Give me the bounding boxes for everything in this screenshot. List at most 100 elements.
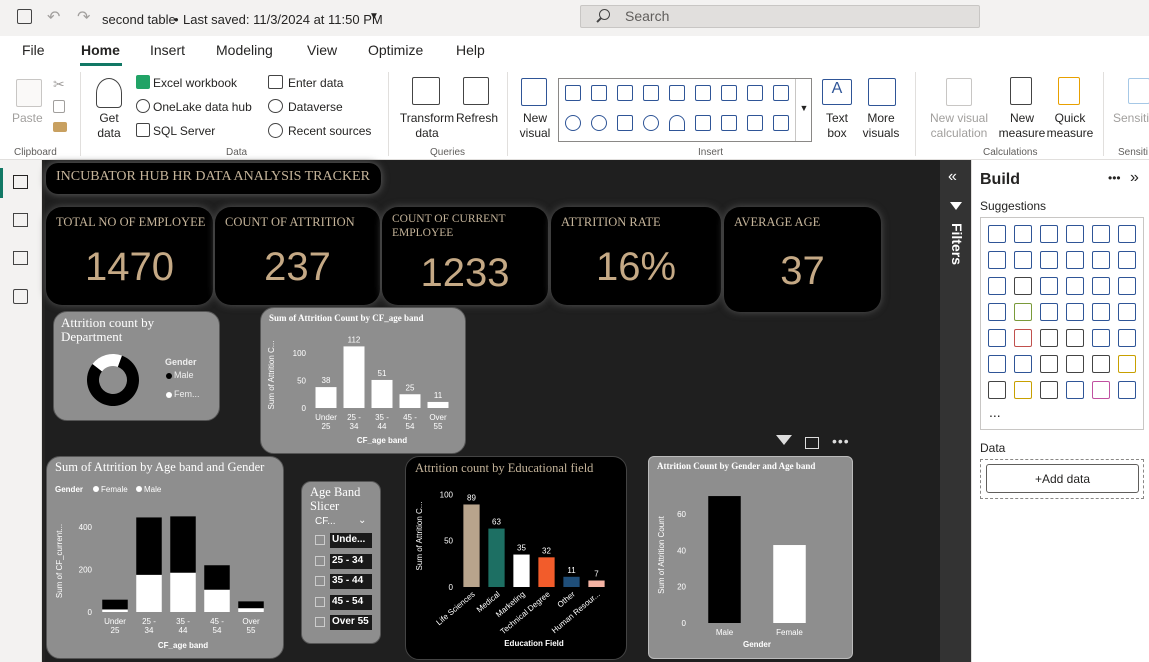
more-suggestions-text[interactable]: ... (989, 404, 1001, 420)
model-view-icon[interactable] (13, 251, 28, 265)
attrition-by-gender-visual[interactable] (648, 456, 853, 659)
clustered-bar-icon[interactable] (617, 85, 633, 101)
redo-icon[interactable]: ↷ (77, 9, 91, 26)
visual-gallery[interactable]: ▼ (558, 78, 812, 142)
ribbon-chart-icon[interactable] (695, 85, 711, 101)
get-data-button[interactable]: Get data (97, 111, 121, 140)
power-apps-icon[interactable] (1014, 381, 1032, 399)
treemap-icon[interactable] (617, 115, 633, 131)
kpi-icon[interactable] (1014, 329, 1032, 347)
clustered-bar-icon[interactable] (1040, 225, 1058, 243)
stacked-bar-icon[interactable] (565, 85, 581, 101)
slicer-item-label[interactable]: Over 55 (330, 615, 372, 630)
table-icon[interactable] (1066, 329, 1084, 347)
visual-calculation-icon[interactable] (946, 78, 972, 106)
enter-data-icon[interactable] (268, 75, 283, 89)
cut-icon[interactable]: ✂ (53, 76, 65, 92)
new-visual-calculation-button[interactable]: New visual calculation (929, 111, 989, 140)
search-box[interactable]: Search (580, 5, 980, 28)
funnel-icon[interactable] (1040, 277, 1058, 295)
filters-label[interactable]: Filters (949, 222, 965, 265)
stacked-column-icon[interactable] (591, 85, 607, 101)
save-icon[interactable] (17, 9, 32, 24)
multi-row-card-icon[interactable] (988, 329, 1006, 347)
quick-measure-button[interactable]: Quick measure (1046, 111, 1094, 140)
azure-map-icon[interactable] (1066, 303, 1084, 321)
matrix-icon[interactable] (773, 115, 789, 131)
onelake-icon[interactable] (136, 99, 150, 113)
refresh-icon[interactable] (463, 77, 489, 105)
pie-chart-icon[interactable] (565, 115, 581, 131)
copy-icon[interactable] (53, 100, 65, 113)
more-visuals-icon[interactable] (868, 78, 896, 106)
python-visual-icon[interactable] (988, 355, 1006, 373)
narrative-icon[interactable] (1092, 355, 1110, 373)
add-data-button[interactable]: +Add data (986, 464, 1139, 493)
clustered-column-icon[interactable] (643, 85, 659, 101)
menu-modeling[interactable]: Modeling (216, 42, 273, 58)
paginated-icon[interactable] (988, 381, 1006, 399)
treemap-icon[interactable] (988, 303, 1006, 321)
area-icon[interactable] (1014, 251, 1032, 269)
line-icon[interactable] (988, 251, 1006, 269)
kpi-card-current-employees[interactable]: COUNT OF CURRENT EMPLOYEE 1233 (382, 207, 548, 305)
line-column-icon[interactable] (1092, 251, 1110, 269)
kpi-card-average-age[interactable]: AVERAGE AGE 37 (724, 207, 881, 312)
gauge-icon[interactable] (669, 115, 685, 131)
shape-icon[interactable] (1092, 381, 1110, 399)
excel-icon[interactable] (136, 75, 150, 89)
onelake-data-hub-button[interactable]: OneLake data hub (153, 100, 252, 114)
slicer-checkbox[interactable] (315, 576, 325, 586)
text-box-icon[interactable]: A (822, 79, 852, 105)
refresh-button[interactable]: Refresh (456, 111, 499, 125)
new-visual-icon[interactable] (521, 78, 547, 106)
more-icon[interactable] (1118, 381, 1136, 399)
excel-workbook-button[interactable]: Excel workbook (153, 76, 238, 90)
undo-icon[interactable]: ↶ (47, 9, 61, 26)
dax-query-view-icon[interactable] (13, 289, 28, 304)
new-measure-button[interactable]: New measure (998, 111, 1046, 140)
paste-button[interactable]: Paste (12, 111, 43, 125)
donut-icon[interactable] (1118, 277, 1136, 295)
bar-100-icon[interactable] (1092, 225, 1110, 243)
get-data-icon[interactable] (96, 78, 122, 108)
attrition-by-age-band-gender-visual[interactable] (46, 456, 284, 659)
area-100-icon[interactable] (1066, 251, 1084, 269)
new-measure-icon[interactable] (1010, 77, 1032, 105)
more-visuals-button[interactable]: More visuals (862, 111, 900, 140)
collapse-build-icon[interactable]: » (1130, 169, 1139, 186)
kpi-card-attrition-rate[interactable]: ATTRITION RATE 16% (551, 207, 721, 305)
waterfall-icon[interactable] (1014, 277, 1032, 295)
key-influencers-icon[interactable] (1014, 355, 1032, 373)
stacked-bar-icon[interactable] (988, 225, 1006, 243)
slicer-item-label[interactable]: 35 - 44 (330, 574, 372, 589)
sql-server-icon[interactable] (136, 123, 150, 137)
filled-map-icon[interactable] (1040, 303, 1058, 321)
recent-sources-icon[interactable] (268, 123, 283, 138)
dataverse-button[interactable]: Dataverse (288, 100, 343, 114)
menu-view[interactable]: View (307, 42, 338, 58)
slicer-item-label[interactable]: 25 - 34 (330, 553, 372, 569)
enter-data-button[interactable]: Enter data (288, 76, 344, 90)
area-chart-icon[interactable] (747, 85, 763, 101)
report-view-icon[interactable] (13, 175, 28, 189)
qna-icon[interactable] (1066, 355, 1084, 373)
menu-insert[interactable]: Insert (150, 42, 186, 58)
focus-mode-icon[interactable] (805, 437, 819, 449)
matrix-icon[interactable] (1092, 329, 1110, 347)
new-visual-button[interactable]: New visual (519, 111, 551, 140)
kpi-card-total-employees[interactable]: TOTAL NO OF EMPLOYEE 1470 (46, 207, 213, 305)
column-100-icon[interactable] (1118, 225, 1136, 243)
map-icon[interactable] (643, 115, 659, 131)
line-chart-icon[interactable] (721, 85, 737, 101)
transform-data-icon[interactable] (412, 77, 440, 105)
stacked-column-icon[interactable] (1014, 225, 1032, 243)
menu-optimize[interactable]: Optimize (368, 42, 424, 58)
power-automate-icon[interactable] (1040, 381, 1058, 399)
recent-sources-button[interactable]: Recent sources (288, 124, 372, 138)
card-icon[interactable] (695, 115, 711, 131)
slicer-icon[interactable] (1040, 329, 1058, 347)
filter-icon[interactable] (776, 435, 792, 445)
slicer-collapse-icon[interactable]: ⌄ (358, 515, 367, 526)
table-view-icon[interactable] (13, 213, 28, 227)
